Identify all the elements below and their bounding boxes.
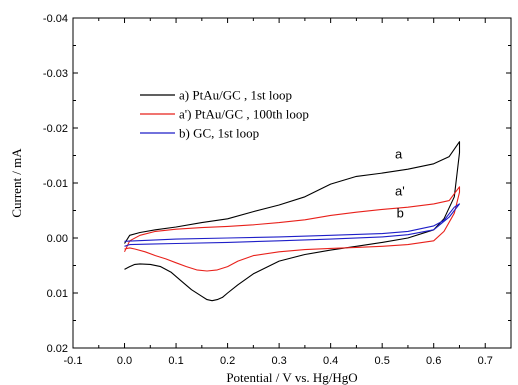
- series-line-2: [124, 186, 461, 272]
- series-line-3: [124, 203, 461, 247]
- y-tick-label: -0.04: [43, 13, 68, 25]
- legend: a) PtAu/GC , 1st loop a') PtAu/GC , 100th…: [140, 88, 309, 141]
- y-tick-label: -0.01: [43, 178, 68, 190]
- axis-ticks: -0.1 0.0 0.1 0.2 0.3 0.4 0.5 0.6 0.7 -0.04 -0.03 -0…: [43, 13, 511, 367]
- y-tick-label: 0.01: [47, 288, 68, 300]
- y-tick-label: -0.03: [43, 68, 68, 80]
- legend-label-1: a) PtAu/GC , 1st loop: [179, 88, 292, 103]
- plot-frame: [72, 17, 512, 349]
- series-line-1: [124, 141, 461, 302]
- y-tick-label: 0.02: [47, 343, 68, 355]
- legend-label-3: b) GC, 1st loop: [179, 126, 259, 141]
- x-tick-label: 0.6: [426, 355, 441, 367]
- x-tick-label: -0.1: [64, 355, 83, 367]
- curve-labels: a a' b: [395, 146, 405, 220]
- legend-label-2: a') PtAu/GC , 100th loop: [179, 107, 309, 122]
- y-tick-label: -0.02: [43, 123, 68, 135]
- curve-label-1: a: [395, 146, 403, 161]
- x-tick-label: 0.3: [271, 355, 286, 367]
- x-tick-label: 0.0: [117, 355, 132, 367]
- x-axis-title: Potential / V vs. Hg/HgO: [226, 370, 357, 385]
- y-tick-label: 0.00: [47, 233, 68, 245]
- curve-label-2: a': [395, 184, 405, 199]
- x-tick-label: 0.1: [168, 355, 183, 367]
- x-tick-label: 0.2: [220, 355, 235, 367]
- series-layer: [124, 141, 461, 302]
- x-tick-label: 0.4: [323, 355, 338, 367]
- curve-label-3: b: [397, 206, 404, 221]
- x-tick-label: 0.7: [478, 355, 493, 367]
- x-tick-label: 0.5: [375, 355, 390, 367]
- y-axis-title: Current / mA: [9, 148, 24, 218]
